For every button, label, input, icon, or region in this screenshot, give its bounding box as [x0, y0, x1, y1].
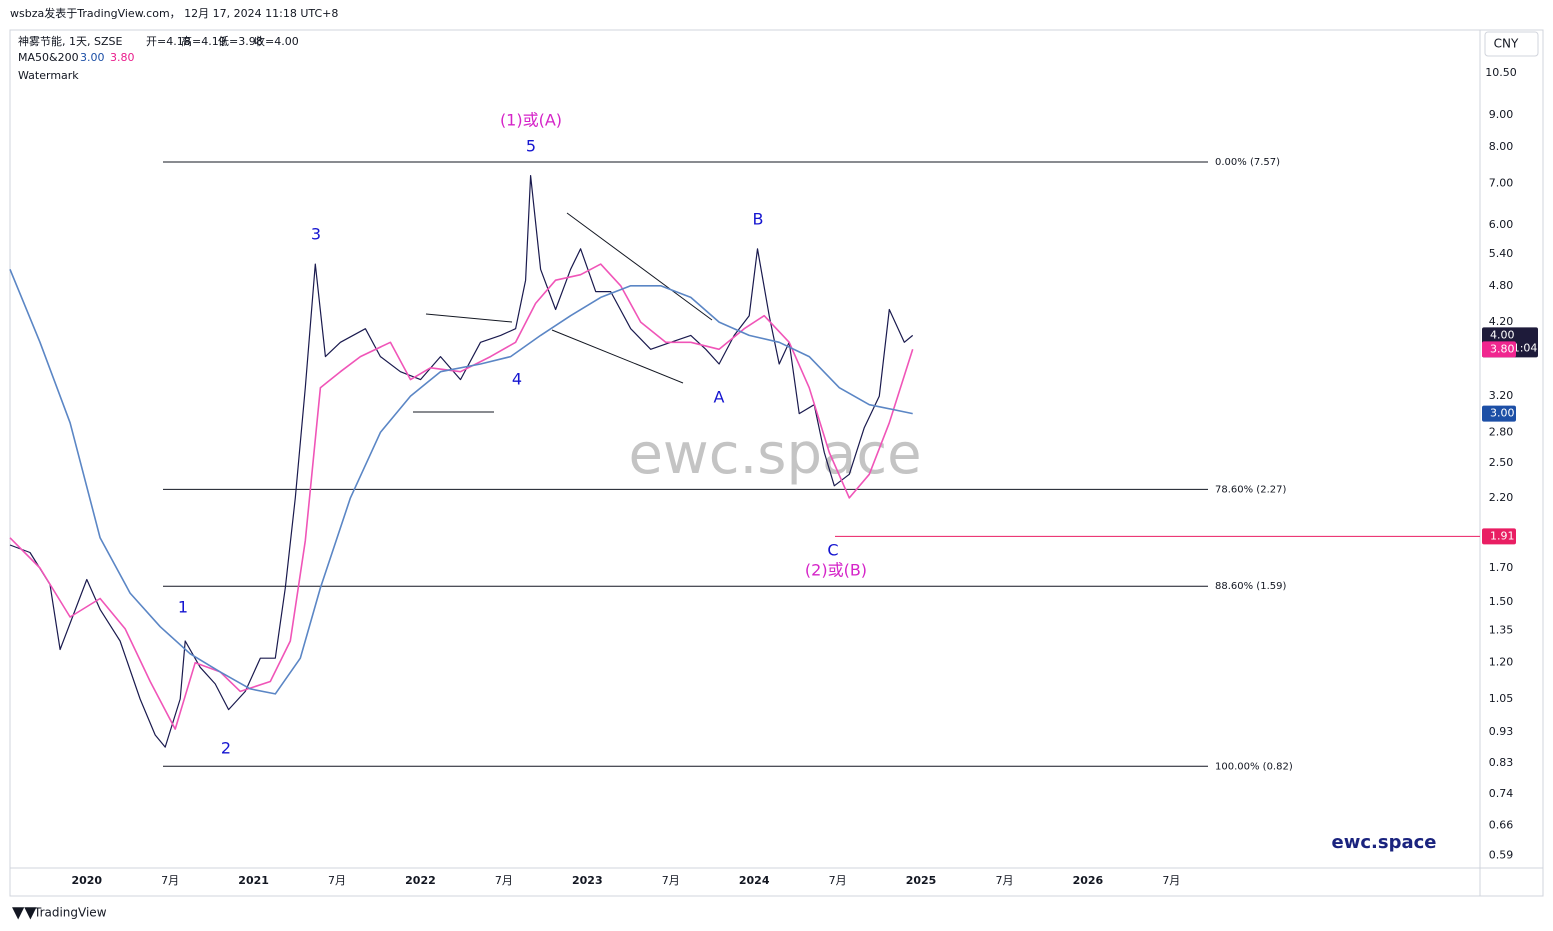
x-tick-label: 2026: [1073, 874, 1104, 887]
series-line: [9, 175, 914, 748]
x-tick-label: 2021: [238, 874, 269, 887]
wave-label: C: [827, 541, 838, 560]
y-tick-label: 1.50: [1489, 595, 1514, 608]
y-tick-label: 8.00: [1489, 140, 1514, 153]
footer: TradingView: [33, 906, 107, 920]
byline: wsbza发表于TradingView.com， 12月 17, 2024 11…: [10, 6, 338, 20]
x-tick-label: 7月: [1162, 874, 1180, 887]
fib-label: 100.00% (0.82): [1215, 761, 1293, 772]
price-tag-label: 1.91: [1490, 529, 1515, 542]
y-tick-label: 5.40: [1489, 247, 1514, 260]
wave-label: 1: [178, 598, 188, 617]
y-tick-label: 2.20: [1489, 491, 1514, 504]
wave-label: (2)或(B): [805, 561, 867, 580]
y-tick-label: 0.59: [1489, 849, 1514, 862]
wave-label: 4: [512, 370, 522, 389]
x-tick-label: 2024: [739, 874, 770, 887]
y-tick-label: 1.05: [1489, 692, 1514, 705]
y-tick-label: 2.50: [1489, 456, 1514, 469]
currency-box[interactable]: [1484, 31, 1539, 57]
trendline: [566, 212, 713, 321]
x-tick-label: 7月: [662, 874, 680, 887]
ma-legend: MA50&200: [18, 51, 79, 64]
ohlc-low: 低=3.98: [218, 35, 263, 48]
y-tick-label: 0.74: [1489, 787, 1514, 800]
logo-mark: ▼▼: [12, 903, 37, 922]
price-tag-label: 3.80: [1490, 342, 1515, 355]
y-tick-label: 4.20: [1489, 315, 1514, 328]
price-tag: [1482, 341, 1516, 358]
x-tick-label: 2022: [405, 874, 436, 887]
wave-label: (1)或(A): [500, 111, 562, 130]
wave-label: 5: [526, 137, 536, 156]
y-tick-label: 1.20: [1489, 656, 1514, 669]
fib-label: 0.00% (7.57): [1215, 157, 1280, 168]
watermark: ewc.space: [628, 422, 921, 487]
ohlc-close: 收=4.00: [254, 34, 299, 48]
x-tick-label: 2023: [572, 874, 603, 887]
wave-label: B: [753, 210, 764, 229]
x-tick-label: 7月: [161, 874, 179, 887]
wave-label: 3: [311, 225, 321, 244]
y-tick-label: 0.83: [1489, 756, 1514, 769]
fib-label: 88.60% (1.59): [1215, 581, 1286, 592]
symbol: 神雾节能, 1天, SZSE: [18, 34, 122, 48]
price-tag-label: 4.00: [1490, 328, 1515, 341]
y-tick-label: 9.00: [1489, 108, 1514, 121]
ohlc-high: 高=4.19: [181, 34, 226, 48]
y-tick-label: 0.93: [1489, 725, 1514, 738]
trendline: [551, 329, 684, 384]
frame: [9, 29, 1544, 897]
fib-label: 78.60% (2.27): [1215, 484, 1286, 495]
x-tick-label: 7月: [495, 874, 513, 887]
y-tick-label: 4.80: [1489, 279, 1514, 292]
series-line: [9, 268, 913, 695]
y-tick-label: 1.70: [1489, 561, 1514, 574]
price-tag: [1482, 405, 1516, 422]
y-tick-label: 1.35: [1489, 624, 1514, 637]
x-tick-label: 2020: [71, 874, 102, 887]
x-tick-label: 7月: [995, 874, 1013, 887]
ma200-value: 3.00: [80, 51, 105, 64]
wave-label: 2: [221, 739, 231, 758]
trendline: [425, 313, 513, 323]
price-tag: [1482, 528, 1516, 545]
y-tick-label: 10.50: [1485, 66, 1517, 79]
y-tick-label: 6.00: [1489, 218, 1514, 231]
y-tick-label: 7.00: [1489, 176, 1514, 189]
ohlc-open: 开=4.18: [146, 35, 191, 48]
y-tick-label: 0.66: [1489, 818, 1514, 831]
y-tick-label: 3.20: [1489, 389, 1514, 402]
x-tick-label: 7月: [328, 874, 346, 887]
currency[interactable]: CNY: [1494, 37, 1519, 51]
watermark-legend: Watermark: [18, 69, 79, 82]
price-tag-label: 3.00: [1490, 407, 1515, 420]
x-tick-label: 2025: [906, 874, 937, 887]
wave-label: A: [714, 388, 725, 407]
ma50-value: 3.80: [110, 51, 135, 64]
signature: ewc.space: [1332, 832, 1437, 853]
y-tick-label: 2.80: [1489, 425, 1514, 438]
drawings: [413, 212, 713, 413]
x-tick-label: 7月: [829, 874, 847, 887]
